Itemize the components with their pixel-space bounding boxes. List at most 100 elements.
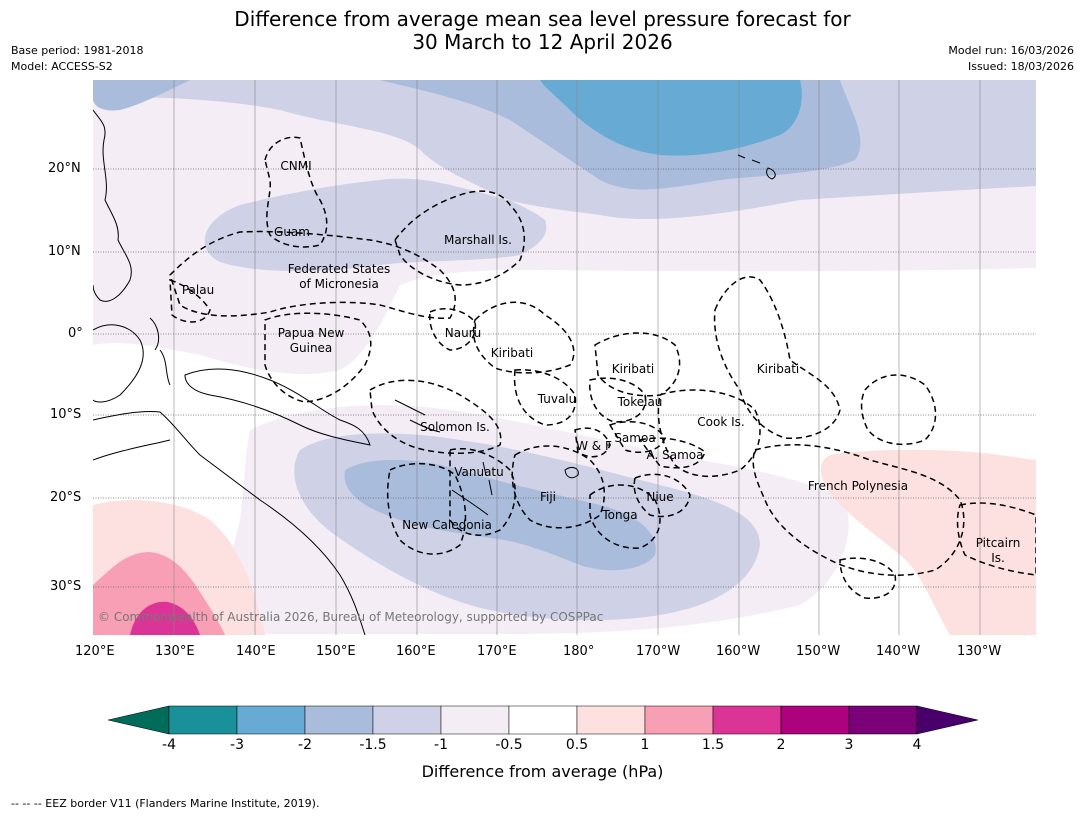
colorbar-cell [644,705,714,735]
colorbar-tick: -4 [162,737,176,753]
eez-tuvalu [513,369,577,426]
eez-wallis-futuna [574,427,611,458]
latitude-lines [93,168,1036,588]
lon-label-160e: 160°E [396,644,436,659]
place-labels: CNMI Guam Marshall Is. Federated States … [182,159,1020,565]
base-period: Base period: 1981-2018 [11,44,144,57]
eez-borders [169,136,1036,599]
lon-label-120e: 120°E [75,644,115,659]
lat-label-10n: 10°N [48,244,81,259]
eez-kiribati-e2 [860,374,937,446]
label-tokelau: Tokelau [617,395,663,409]
coast-vanuatu [482,461,493,496]
lon-label-150e: 150°E [316,644,356,659]
colorbar [107,705,979,735]
colorbar-tick: 3 [844,737,854,753]
eez-cook [657,389,761,478]
label-samoa: Samoa [614,431,655,445]
eez-palau [169,278,211,323]
colorbar-cells [168,705,918,735]
label-cook: Cook Is. [697,415,744,429]
title-line-2: 30 March to 12 April 2026 [412,30,673,54]
copyright-notice: © Commonwealth of Australia 2026, Bureau… [98,610,604,624]
coast-australia [93,411,366,635]
lat-label-10s: 10°S [50,407,82,422]
eez-tonga [589,484,661,549]
label-fsm-2: of Micronesia [299,277,379,291]
lat-label-0: 0° [68,326,83,341]
lat-label-20s: 20°S [50,490,82,505]
coast-solomons [394,399,441,433]
colorbar-cell [712,705,782,735]
eez-fsm [169,230,456,319]
colorbar-tick: 0.5 [565,737,589,753]
chart-title: Difference from average mean sea level p… [0,8,1085,54]
eez-kiribati-c [594,332,681,397]
label-kiribati-central: Kiribati [612,362,654,376]
label-png-1: Papua New [278,326,345,340]
label-tuvalu: Tuvalu [537,392,577,406]
eez-niue [633,473,691,518]
colorbar-tick: -2 [298,737,312,753]
label-png-2: Guinea [290,341,333,355]
coast-fiji [564,467,579,479]
colorbar-tick: -1 [434,737,448,753]
anomaly-band-neg15-south [344,459,656,571]
label-palau: Palau [182,283,214,297]
eez-kiribati-e [713,276,841,439]
eez-new-caledonia [386,462,467,555]
colorbar-cell [168,705,238,735]
eez-marshall [394,190,526,286]
lon-label-130w: 130°W [957,644,1002,659]
coast-new-guinea [184,368,371,446]
label-solomon: Solomon Is. [420,420,490,434]
colorbar-label: Difference from average (hPa) [421,762,664,781]
colorbar-cell [780,705,850,735]
title-line-1: Difference from average mean sea level p… [234,7,851,31]
issued-date: Issued: 18/03/2026 [967,60,1074,73]
model-run: Model run: 16/03/2026 [948,44,1074,57]
colorbar-tick: -3 [230,737,244,753]
label-tonga: Tonga [601,508,637,522]
anomaly-band-pos15-sw [130,601,200,635]
coast-hawaii [737,154,776,180]
meta-right: Model run: 16/03/2026 Issued: 18/03/2026 [948,43,1074,75]
graticule [173,80,981,635]
eez-nauru [429,308,477,351]
label-kiribati-east: Kiribati [757,362,799,376]
eez-fiji [511,445,606,529]
model-name: Model: ACCESS-S2 [11,60,113,73]
eez-footnote: -- -- -- EEZ border V11 (Flanders Marine… [11,797,320,810]
colorbar-cell [440,705,510,735]
lon-label-150w: 150°W [796,644,841,659]
label-fsm-1: Federated States [288,262,390,276]
eez-pitcairn [956,502,1036,576]
label-american-samoa: A. Samoa [647,448,704,462]
lat-label-20n: 20°N [48,161,81,176]
lon-label-170w: 170°W [636,644,681,659]
label-wallis-futuna: W & F [576,439,612,453]
label-pitcairn-1: Pitcairn [976,536,1021,550]
label-pitcairn-2: Is. [991,551,1005,565]
anomaly-band-neg15-west [93,80,190,111]
label-french-polynesia: French Polynesia [808,479,908,493]
colorbar-cell [848,705,918,735]
colorbar-tick: -0.5 [495,737,523,753]
lon-label-180: 180° [563,644,595,659]
coast-new-caledonia [451,489,489,516]
eez-solomon [369,379,502,455]
eez-cnmi [264,136,328,248]
label-niue: Niue [646,490,673,504]
label-nauru: Nauru [445,326,481,340]
eez-vanuatu [449,448,516,536]
eez-tokelau [589,377,647,423]
colorbar-tick: 1.5 [701,737,725,753]
label-new-caledonia: New Caledonia [402,518,492,532]
colorbar-cell [304,705,374,735]
meta-left: Base period: 1981-2018 Model: ACCESS-S2 [11,43,143,75]
label-kiribati-west: Kiribati [491,346,533,360]
coastlines [93,109,776,635]
colorbar-tick: 4 [912,737,922,753]
coast-sulawesi [149,317,171,386]
